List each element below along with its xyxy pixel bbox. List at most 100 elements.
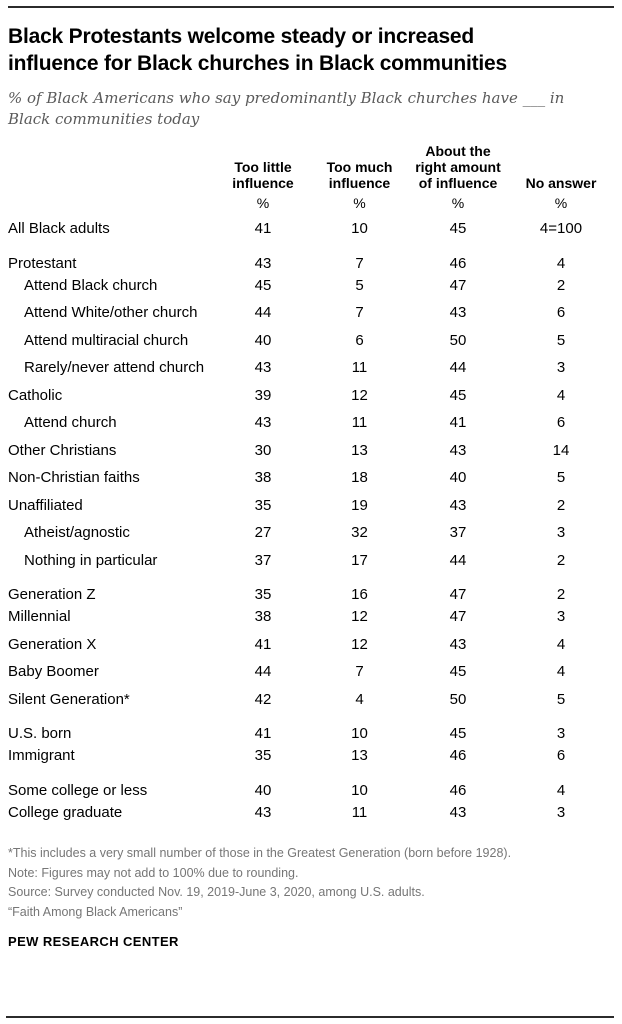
row-label: Catholic [8,386,63,404]
value-cell: 3 [556,524,566,542]
value-cell: 10 [351,781,368,799]
value-cell: 17 [351,551,368,569]
table-row: College graduate 43 11 43 3 [8,799,614,827]
value-cell: 35 [254,586,272,603]
row-label: Unaffiliated [8,496,83,514]
value-cell: 3 [556,608,566,626]
row-label: Millennial [8,608,71,626]
value-cell: 2 [556,551,566,569]
table-row: Silent Generation* 42 4 50 5 [8,686,614,714]
value-cell: 46 [449,781,467,799]
table-row: Non-Christian faiths 38 18 40 5 [8,464,614,492]
table-row: Attend multiracial church 40 6 50 5 [8,327,614,355]
footnote-asterisk: *This includes a very small number of th… [8,846,512,860]
table-row: U.S. born 41 10 45 3 [8,713,614,742]
value-cell: 4 [355,690,364,708]
row-label: Immigrant [8,747,75,765]
value-cell: 43 [254,359,272,377]
value-cell: 4 [556,254,566,272]
column-header-too-little: Too little influence [232,159,294,191]
table-row: Attend church 43 11 41 6 [8,409,614,437]
value-cell: 4 [556,781,566,799]
footnotes-block: *This includes a very small number of th… [8,844,614,922]
value-cell: 3 [556,725,566,742]
value-cell: 43 [449,496,467,514]
value-cell: 43 [254,254,272,272]
value-cell: 45 [449,220,467,238]
table-row: Rarely/never attend church 43 11 44 3 [8,354,614,382]
value-cell: 41 [254,725,272,742]
value-cell: 14 [552,441,570,459]
percent-symbol: % [256,195,270,211]
row-label: Non-Christian faiths [8,469,140,487]
value-cell: 47 [449,276,467,294]
value-cell: 37 [449,524,467,542]
value-cell: 43 [449,803,467,821]
value-cell: 40 [254,781,272,799]
table-row: Catholic 39 12 45 4 [8,382,614,410]
value-cell: 6 [556,304,566,322]
value-cell: 11 [351,414,368,432]
value-cell: 47 [449,608,467,626]
row-label: Generation X [8,635,97,653]
percent-symbol: % [353,195,366,211]
value-cell: 4=100 [539,220,583,238]
value-cell: 46 [449,254,467,272]
unit-row: % % % % [8,191,614,215]
table-row: Immigrant 35 13 46 6 [8,742,614,770]
table-row: Nothing in particular 37 17 44 2 [8,547,614,575]
column-header-row: Too little influence Too much influence … [8,143,614,191]
value-cell: 3 [556,359,566,377]
value-cell: 43 [254,414,272,432]
table-row: Attend White/other church 44 7 43 6 [8,299,614,327]
row-label: U.S. born [8,725,72,742]
row-label: Some college or less [8,781,148,799]
value-cell: 16 [351,586,368,603]
value-cell: 11 [351,803,368,821]
row-label: Nothing in particular [24,551,158,569]
row-label: Baby Boomer [8,663,99,681]
value-cell: 12 [351,386,368,404]
value-cell: 4 [556,663,566,681]
table-row: Other Christians 30 13 43 14 [8,437,614,465]
row-label: Generation Z [8,586,96,603]
value-cell: 43 [449,441,467,459]
value-cell: 7 [355,304,364,322]
percent-symbol: % [554,195,568,211]
value-cell: 46 [449,747,467,765]
column-header-empty [8,143,215,191]
value-cell: 35 [254,496,272,514]
value-cell: 41 [254,220,272,238]
table-row: Unaffiliated 35 19 43 2 [8,492,614,520]
row-label: Attend multiracial church [24,331,189,349]
page-title: Black Protestants welcome steady or incr… [8,25,508,75]
top-rule [8,6,614,8]
value-cell: 45 [449,386,467,404]
value-cell: 44 [449,551,467,569]
value-cell: 13 [351,441,368,459]
value-cell: 40 [254,331,272,349]
value-cell: 43 [254,803,272,821]
row-label: College graduate [8,803,123,821]
column-header-no-answer: No answer [525,175,597,191]
bottom-rule [6,1016,614,1018]
footnote-report-title: “Faith Among Black Americans” [8,904,183,919]
value-cell: 44 [449,359,467,377]
value-cell: 5 [556,690,566,708]
table-header: Too little influence Too much influence … [8,143,614,215]
row-label: Attend church [24,414,117,432]
row-label: Attend White/other church [24,304,198,322]
row-label: Attend Black church [24,276,158,294]
value-cell: 45 [254,276,272,294]
table-row: Baby Boomer 44 7 45 4 [8,658,614,686]
value-cell: 4 [556,386,566,404]
value-cell: 5 [355,276,364,294]
value-cell: 12 [351,608,368,626]
value-cell: 3 [556,803,566,821]
value-cell: 42 [254,690,272,708]
value-cell: 10 [351,220,368,238]
row-label: Protestant [8,254,77,272]
value-cell: 13 [351,747,368,765]
row-label: Atheist/agnostic [24,524,130,542]
value-cell: 37 [254,551,272,569]
